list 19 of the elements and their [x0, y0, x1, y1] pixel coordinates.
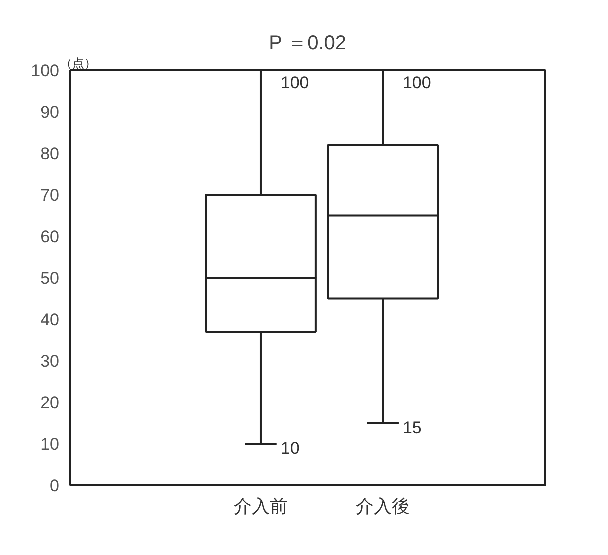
x-tick-label: 介入後: [356, 496, 410, 516]
annotation: 15: [402, 418, 422, 438]
y-tick-label: 20: [40, 394, 60, 412]
y-axis-title: （点）: [60, 56, 96, 70]
y-tick-label: 50: [40, 269, 60, 288]
y-tick-label: 100: [31, 62, 60, 80]
annotation: 100: [402, 74, 432, 92]
annotation: 10: [280, 439, 300, 458]
y-tick-label: 80: [40, 144, 60, 164]
y-tick-label: 10: [40, 435, 60, 454]
y-tick-label: 70: [40, 186, 60, 205]
y-tick-label: 60: [40, 228, 60, 246]
y-tick-label: 30: [40, 352, 60, 371]
chart-title: P ＝0.02: [269, 32, 347, 54]
y-tick-label: 40: [40, 310, 60, 330]
annotation: 100: [280, 74, 310, 92]
x-tick-label: 介入前: [234, 496, 288, 516]
y-tick-label: 90: [40, 103, 60, 122]
y-tick-label: 0: [50, 476, 60, 496]
